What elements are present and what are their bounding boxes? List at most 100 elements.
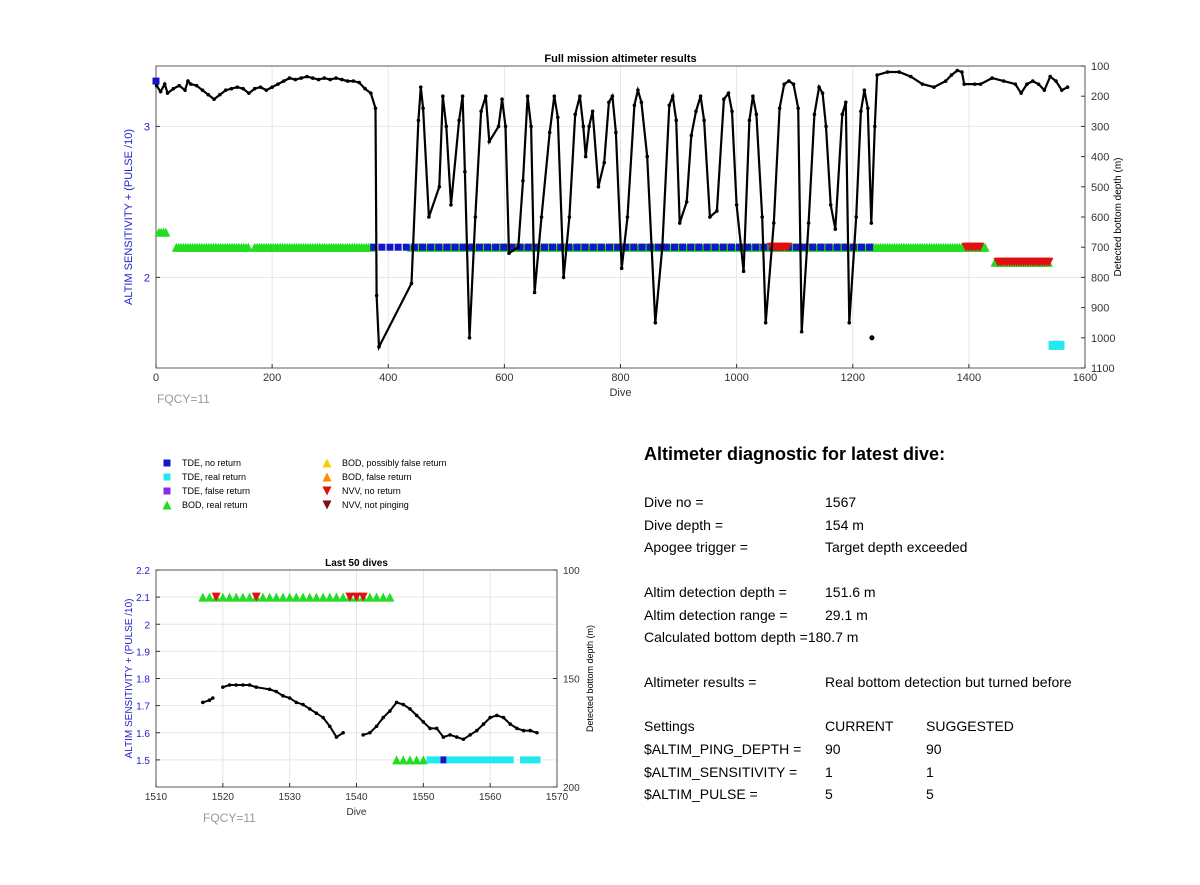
mission-depth-point	[1025, 82, 1029, 86]
mission-depth-point	[299, 76, 303, 80]
altim-depth-label: Altim detection depth =	[644, 584, 787, 601]
mission-depth-point	[828, 203, 833, 207]
last50-bod-marker	[305, 592, 315, 602]
last50-bod-marker	[258, 592, 268, 602]
x-tick-label: 1550	[412, 792, 435, 803]
mission-marker-nvv_no_return	[1044, 257, 1054, 267]
last50-depth-point	[368, 730, 372, 735]
mission-depth-point	[602, 160, 607, 165]
mission-depth-point	[427, 215, 431, 219]
mission-depth-point	[873, 124, 877, 129]
sensitivity-row: $ALTIM_SENSITIVITY = 1 1	[644, 760, 1164, 783]
last50-depth-point	[207, 698, 212, 702]
x-axis-label: Dive	[346, 807, 366, 818]
last50-tde-real-marker	[453, 756, 461, 764]
last50-tde-real-marker	[506, 756, 514, 764]
last50-depth-point	[535, 730, 539, 735]
mission-depth-point	[345, 79, 350, 83]
mission-depth-point	[645, 154, 650, 159]
mission-depth-point	[722, 97, 726, 102]
last50-depth-point	[341, 730, 345, 735]
mission-depth-point	[503, 124, 508, 129]
mission-marker-tde_no_return	[866, 243, 874, 251]
y-left-tick-label: 2	[144, 272, 150, 284]
chart-title: Full mission altimeter results	[544, 53, 696, 65]
pulse-current: 5	[825, 786, 833, 803]
last50-nvv-marker	[352, 592, 361, 602]
calc-bottom-value: 180.7 m	[807, 629, 859, 646]
x-tick-label: 0	[153, 372, 159, 384]
x-tick-label: 800	[611, 372, 629, 384]
last50-depth-point	[321, 715, 325, 720]
mission-marker-tde_no_return	[703, 243, 711, 251]
mission-depth-point	[496, 124, 501, 129]
mission-depth-point	[305, 74, 309, 79]
legend-symbol-icon	[163, 459, 171, 467]
last50-depth-point	[301, 702, 305, 707]
mission-depth-point	[235, 85, 240, 89]
legend-symbol-icon	[163, 473, 171, 481]
mission-marker-tde_no_return	[792, 243, 800, 251]
settings-label: Settings	[644, 718, 695, 735]
last50-nvv-marker	[211, 592, 221, 602]
last50-bod-marker	[198, 592, 208, 602]
mission-marker-tde_no_return	[565, 243, 573, 251]
mission-marker-tde_no_return	[402, 243, 410, 251]
mission-depth-point	[581, 124, 586, 129]
altim-range-label: Altim detection range =	[644, 606, 788, 623]
last50-tde-real-marker	[466, 756, 474, 764]
mission-marker-tde_no_return	[459, 243, 467, 251]
y-left-tick-label: 1.5	[136, 756, 150, 767]
last50-tde-real-marker	[493, 756, 501, 764]
mission-depth-point	[619, 266, 624, 271]
mission-depth-point	[421, 106, 425, 111]
chart-title: Last 50 dives	[325, 558, 388, 569]
mission-depth-point	[824, 124, 828, 129]
legend-item-tde-no-return: TDE, no return	[160, 458, 241, 468]
x-tick-label: 600	[495, 372, 513, 384]
legend-label: TDE, real return	[182, 472, 247, 482]
mission-depth-point	[751, 94, 755, 98]
mission-depth-line	[155, 69, 1069, 352]
legend-symbol-icon	[322, 486, 332, 496]
mission-depth-point	[252, 86, 257, 91]
legend-item-nvv-no-return: NVV, no return	[320, 486, 401, 496]
mission-marker-tde_no_return	[532, 243, 540, 251]
mission-marker-tde_no_return	[410, 243, 418, 251]
mission-marker-nvv_no_return	[783, 242, 793, 252]
mission-marker-tde_no_return	[500, 243, 508, 251]
mission-depth-point	[457, 118, 461, 123]
last50-depth-point	[200, 700, 205, 705]
last50-depth-point	[334, 735, 339, 739]
mission-marker-tde_no_return	[557, 243, 565, 251]
y-right-tick-label: 200	[563, 783, 580, 794]
mission-marker-tde_no_return	[638, 243, 646, 251]
last50-tde-real-marker	[533, 756, 541, 764]
mission-marker-tde_no_return	[152, 77, 160, 85]
mission-depth-point	[949, 73, 954, 77]
mission-marker-tde_no_return	[540, 243, 548, 251]
altim-range-value: 29.1 m	[825, 606, 868, 623]
mission-marker-tde_no_return	[833, 243, 841, 251]
mission-marker-tde_no_return	[825, 243, 833, 251]
suggested-header: SUGGESTED	[926, 718, 1014, 735]
fqcy-annotation: FQCY=11	[203, 811, 256, 825]
mission-depth-point	[437, 185, 442, 189]
mission-depth-point	[636, 88, 640, 92]
last50-bod-marker	[285, 592, 295, 602]
y-right-tick-label: 900	[1091, 303, 1109, 315]
sensitivity-suggested: 1	[926, 763, 934, 780]
mission-depth-point	[444, 124, 449, 129]
mission-depth-point	[561, 275, 566, 280]
mission-marker-tde_no_return	[597, 243, 605, 251]
altim-depth-row: Altim detection depth = 151.6 m	[644, 581, 1164, 604]
results-value: Real bottom detection but turned before	[825, 673, 1072, 690]
mission-marker-bod_real_return	[980, 242, 990, 252]
last50-bod-marker	[298, 592, 308, 602]
mission-depth-point	[418, 85, 423, 89]
sensitivity-label: $ALTIM_SENSITIVITY =	[644, 763, 798, 780]
mission-depth-point	[441, 94, 445, 98]
y-left-tick-label: 3	[144, 121, 150, 133]
y-right-tick-label: 100	[1091, 61, 1109, 73]
mission-depth-point	[799, 329, 804, 334]
